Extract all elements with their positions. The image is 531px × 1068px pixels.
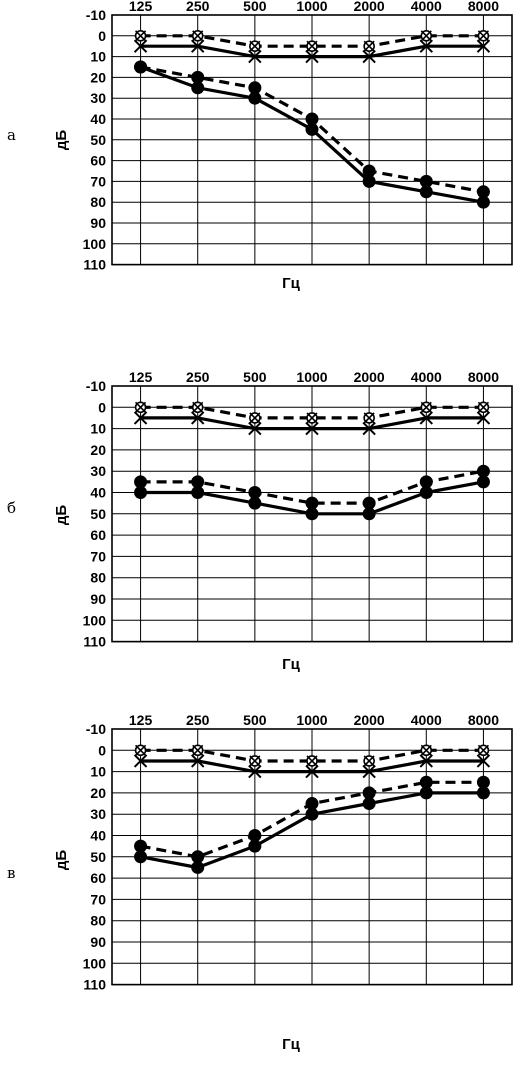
data-point-filled [134, 486, 147, 499]
y-tick-label: 60 [90, 870, 106, 886]
x-tick-label: 1000 [296, 712, 327, 728]
audiogram-panel-3: -10 0 10 20 30 40 50 60 70 80 90 100 110 125 250 500 100… [7, 712, 512, 1053]
data-point-filled [191, 81, 204, 94]
x-tick-label: 1000 [296, 369, 327, 385]
y-tick-label: 30 [90, 806, 106, 822]
data-point-filled [248, 497, 261, 510]
y-tick-label: 10 [90, 764, 106, 780]
data-point-filled [420, 486, 433, 499]
y-tick-label: 50 [90, 506, 106, 522]
x-axis-label: Гц [282, 275, 301, 292]
data-point-filled [363, 175, 376, 188]
x-tick-label: 125 [129, 712, 153, 728]
y-tick-label: 20 [90, 442, 106, 458]
panel-letter: б [7, 499, 16, 517]
x-axis-label: Гц [282, 1036, 301, 1053]
y-tick-label: 90 [90, 591, 106, 607]
y-tick-label: 70 [90, 891, 106, 907]
x-tick-label: 250 [186, 712, 210, 728]
y-tick-label: 20 [90, 785, 106, 801]
data-point-filled [248, 92, 261, 105]
x-tick-label: 125 [129, 0, 153, 14]
y-tick-label: 110 [83, 977, 106, 993]
y-tick-label: 40 [90, 485, 106, 501]
x-tick-label: 8000 [468, 712, 499, 728]
data-point-filled [477, 475, 490, 488]
y-tick-label: 80 [90, 570, 106, 586]
y-tick-label: 90 [90, 215, 106, 231]
audiogram-panel-2: -10 0 10 20 30 40 50 60 70 80 90 100 110 125 250 500 100… [7, 369, 512, 673]
y-tick-label: 70 [90, 548, 106, 564]
data-point-filled [306, 123, 319, 136]
data-point-filled [420, 786, 433, 799]
data-point-filled [134, 850, 147, 863]
data-point-filled [477, 786, 490, 799]
y-axis-label: дБ [53, 130, 70, 151]
x-axis-label: Гц [282, 656, 301, 673]
y-tick-label: 30 [90, 463, 106, 479]
x-tick-label: 2000 [354, 369, 385, 385]
y-tick-label: 70 [90, 173, 106, 189]
x-tick-label: 1000 [296, 0, 327, 14]
data-point-filled [191, 861, 204, 874]
y-tick-label: 80 [90, 913, 106, 929]
y-tick-label: 60 [90, 153, 106, 169]
y-tick-label: 100 [83, 955, 107, 971]
y-tick-label: 0 [98, 399, 106, 415]
data-point-filled [363, 797, 376, 810]
x-tick-label: 250 [186, 369, 210, 385]
y-tick-label: 0 [98, 28, 106, 44]
x-tick-label: 4000 [411, 712, 442, 728]
y-tick-label: 110 [83, 634, 106, 650]
panel-letter: в [7, 864, 15, 882]
y-tick-label: 90 [90, 934, 106, 950]
data-point-filled [420, 185, 433, 198]
x-tick-label: 2000 [354, 712, 385, 728]
x-tick-label: 500 [243, 712, 267, 728]
y-tick-label: 40 [90, 828, 106, 844]
y-axis-label: дБ [53, 505, 70, 526]
data-point-filled [363, 507, 376, 520]
y-tick-label: -10 [86, 7, 106, 23]
y-tick-label: 100 [83, 612, 107, 628]
y-tick-label: 10 [90, 421, 106, 437]
data-point-filled [306, 808, 319, 821]
y-tick-label: 0 [98, 742, 106, 758]
y-tick-label: 10 [90, 49, 106, 65]
y-tick-label: -10 [86, 721, 106, 737]
y-tick-label: 100 [83, 236, 107, 252]
y-tick-label: 110 [83, 257, 106, 273]
y-tick-label: 50 [90, 132, 106, 148]
y-tick-label: 60 [90, 527, 106, 543]
data-point-filled [134, 61, 147, 74]
y-tick-label: 20 [90, 69, 106, 85]
x-tick-label: 4000 [411, 369, 442, 385]
x-tick-label: 500 [243, 369, 267, 385]
x-tick-label: 8000 [468, 369, 499, 385]
y-tick-label: 30 [90, 90, 106, 106]
x-tick-label: 500 [243, 0, 267, 14]
x-tick-label: 125 [129, 369, 153, 385]
x-tick-label: 250 [186, 0, 210, 14]
data-point-filled [248, 840, 261, 853]
data-point-filled [306, 507, 319, 520]
x-tick-label: 4000 [411, 0, 442, 14]
x-tick-label: 8000 [468, 0, 499, 14]
x-tick-label: 2000 [354, 0, 385, 14]
y-axis-label: дБ [53, 850, 70, 871]
y-tick-label: 50 [90, 849, 106, 865]
y-tick-label: -10 [86, 378, 106, 394]
y-tick-label: 80 [90, 194, 106, 210]
data-point-filled [477, 196, 490, 209]
y-tick-label: 40 [90, 111, 106, 127]
data-point-filled [191, 486, 204, 499]
audiogram-panel-1: -10 0 10 20 30 40 50 60 70 80 90 100 110 125 250 500 100… [7, 0, 512, 292]
panel-letter: а [7, 126, 16, 144]
